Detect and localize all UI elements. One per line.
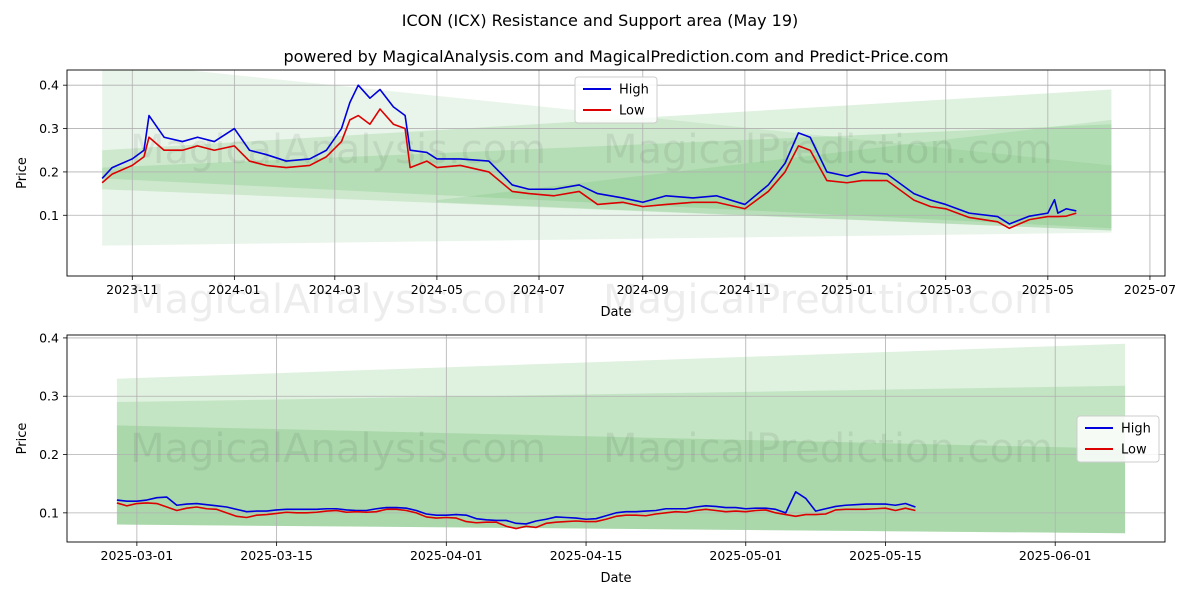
x-tick-label: 2025-06-01 xyxy=(1019,548,1092,563)
y-tick-label: 0.4 xyxy=(39,78,59,93)
y-axis-label: Price xyxy=(15,423,30,455)
x-tick-label: 2025-03-01 xyxy=(101,548,174,563)
x-axis-label: Date xyxy=(600,305,631,320)
plot-frame xyxy=(66,69,1166,277)
support-resistance-band xyxy=(116,343,1126,534)
series-line-low xyxy=(101,108,1077,230)
x-tick-label: 2025-05 xyxy=(1022,282,1074,297)
y-tick-label: 0.2 xyxy=(39,164,59,179)
x-tick-label: 2025-01 xyxy=(821,282,873,297)
x-tick-label: 2024-07 xyxy=(513,282,565,297)
x-tick-label: 2025-05-01 xyxy=(709,548,782,563)
support-resistance-band xyxy=(102,70,1112,246)
y-tick-label: 0.1 xyxy=(39,208,59,223)
legend-label: Low xyxy=(1121,443,1147,458)
x-tick-label: 2024-09 xyxy=(617,282,669,297)
series-line-low xyxy=(116,502,916,530)
x-tick-label: 2025-04-01 xyxy=(410,548,483,563)
watermark-text: MagicalAnalysis.com xyxy=(130,277,546,323)
chart-subtitle: powered by MagicalAnalysis.com and Magic… xyxy=(283,47,948,66)
x-tick-label: 2025-03 xyxy=(920,282,972,297)
y-axis-label: Price xyxy=(15,157,30,189)
x-tick-label: 2024-03 xyxy=(309,282,361,297)
x-tick-label: 2025-03-15 xyxy=(240,548,313,563)
legend: High Low xyxy=(574,76,658,124)
support-resistance-band xyxy=(102,89,1112,231)
chart-title: ICON (ICX) Resistance and Support area (… xyxy=(402,11,799,30)
watermark-text: MagicalAnalysis.com xyxy=(130,426,546,472)
legend-label: High xyxy=(1121,422,1151,437)
legend: High Low xyxy=(1076,415,1160,463)
x-tick-label: 2025-04-15 xyxy=(550,548,623,563)
watermark-text: MagicalPrediction.com xyxy=(603,426,1053,472)
y-tick-label: 0.3 xyxy=(39,121,59,136)
x-tick-label: 2024-11 xyxy=(719,282,771,297)
legend-label: High xyxy=(619,83,649,98)
x-axis-label: Date xyxy=(600,571,631,586)
y-tick-label: 0.3 xyxy=(39,389,59,404)
x-tick-label: 2023-11 xyxy=(106,282,158,297)
x-tick-label: 2024-01 xyxy=(208,282,260,297)
top-panel: 2023-11 2024-01 2024-03 2024-05 2024-07 2024-… xyxy=(15,69,1176,323)
support-resistance-band xyxy=(116,425,1126,534)
y-tick-label: 0.1 xyxy=(39,505,59,520)
watermark-text: MagicalPrediction.com xyxy=(603,127,1053,173)
support-resistance-band xyxy=(116,385,1126,534)
support-resistance-band xyxy=(102,124,1112,229)
y-tick-label: 0.4 xyxy=(39,330,59,345)
series-line-high xyxy=(101,84,1077,225)
plot-frame xyxy=(66,334,1166,543)
legend-label: Low xyxy=(619,104,645,119)
watermark-text: MagicalPrediction.com xyxy=(603,277,1053,323)
x-tick-label: 2025-05-15 xyxy=(849,548,922,563)
series-line-high xyxy=(116,491,916,525)
x-tick-label: 2024-05 xyxy=(411,282,463,297)
y-tick-label: 0.2 xyxy=(39,447,59,462)
x-tick-label: 2025-07 xyxy=(1124,282,1176,297)
bottom-panel: 2025-03-01 2025-03-15 2025-04-01 2025-04-15… xyxy=(15,330,1166,586)
